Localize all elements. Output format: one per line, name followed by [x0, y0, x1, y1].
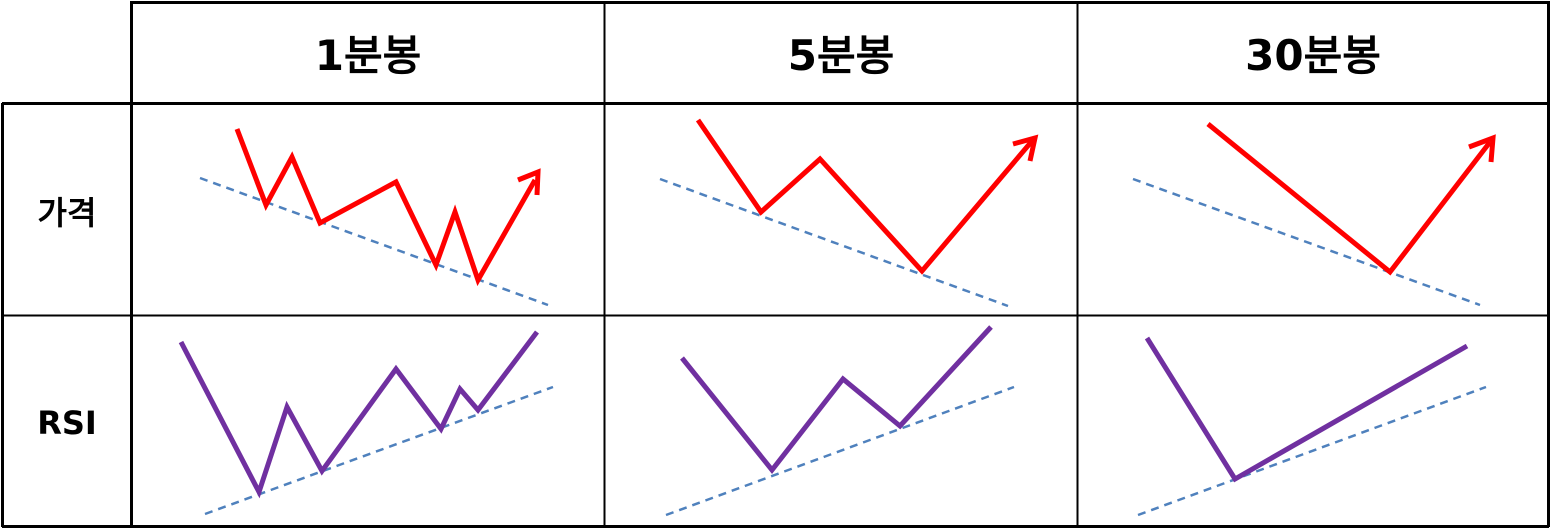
price-cell-1m [199, 128, 549, 307]
row-header-rsi: RSI [37, 404, 97, 442]
trend-line [199, 176, 549, 307]
arrow-head [1012, 134, 1039, 162]
price-cell-30m [1132, 122, 1496, 307]
price-cell-5m [659, 118, 1039, 308]
price-line [234, 128, 538, 287]
rsi-cell-30m [1137, 336, 1487, 517]
trend-line [665, 385, 1015, 517]
arrow-head [517, 168, 541, 196]
rsi-cell-5m [665, 325, 1015, 517]
rsi-line [1144, 336, 1469, 483]
trend-line [204, 385, 554, 516]
price-line [695, 118, 1034, 275]
rsi-line [178, 330, 539, 499]
column-header-1m: 1분봉 [315, 31, 422, 80]
column-header-5m: 5분봉 [788, 31, 895, 80]
rsi-cell-1m [178, 330, 554, 516]
trend-line [659, 177, 1009, 308]
arrow-head [1468, 134, 1496, 163]
column-header-30m: 30분봉 [1245, 31, 1381, 80]
trend-line [1132, 177, 1481, 307]
price-line [1206, 122, 1492, 276]
row-header-price: 가격 [38, 194, 97, 232]
trend-line [1137, 385, 1487, 517]
rsi-line [680, 325, 993, 475]
